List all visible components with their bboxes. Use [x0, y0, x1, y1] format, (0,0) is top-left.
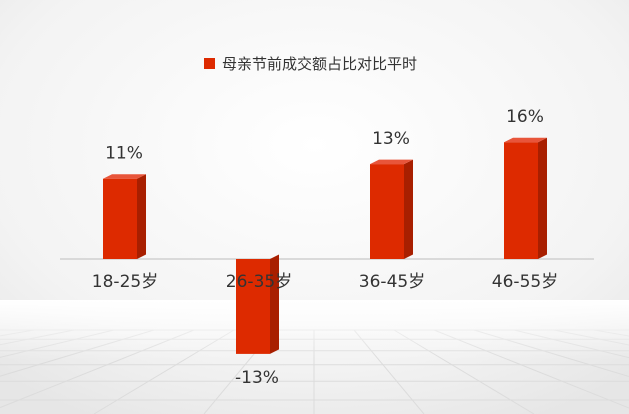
- bar-side: [270, 254, 279, 354]
- category-label: 18-25岁: [92, 272, 158, 292]
- bar-top: [370, 159, 413, 165]
- bars-group: [103, 137, 547, 354]
- labels-group: 11% -13% 13% 16% 18-25岁 26-35岁 36-45岁 46-55岁: [92, 107, 558, 388]
- bar: [236, 254, 279, 354]
- data-label: 13%: [372, 129, 410, 149]
- bar-front: [504, 142, 538, 259]
- bar-top: [504, 137, 547, 143]
- legend-label: 母亲节前成交额占比对比平时: [222, 55, 417, 73]
- legend-swatch: [204, 58, 215, 69]
- bar-side: [538, 137, 547, 259]
- category-label: 36-45岁: [359, 272, 425, 292]
- data-label: 16%: [506, 107, 544, 127]
- bar-front: [103, 178, 137, 259]
- bar-front: [236, 259, 270, 354]
- bar: [370, 159, 413, 259]
- legend: 母亲节前成交额占比对比平时: [204, 55, 417, 73]
- category-label: 46-55岁: [492, 272, 558, 292]
- data-label: -13%: [235, 368, 279, 388]
- bar-front: [370, 164, 404, 259]
- bar: [103, 174, 146, 259]
- floor-fade: [0, 300, 629, 360]
- bar: [504, 137, 547, 259]
- category-label: 26-35岁: [226, 272, 292, 292]
- bar-top: [103, 174, 146, 179]
- bar-side: [137, 174, 146, 259]
- data-label: 11%: [105, 144, 143, 164]
- bar-side: [404, 159, 413, 259]
